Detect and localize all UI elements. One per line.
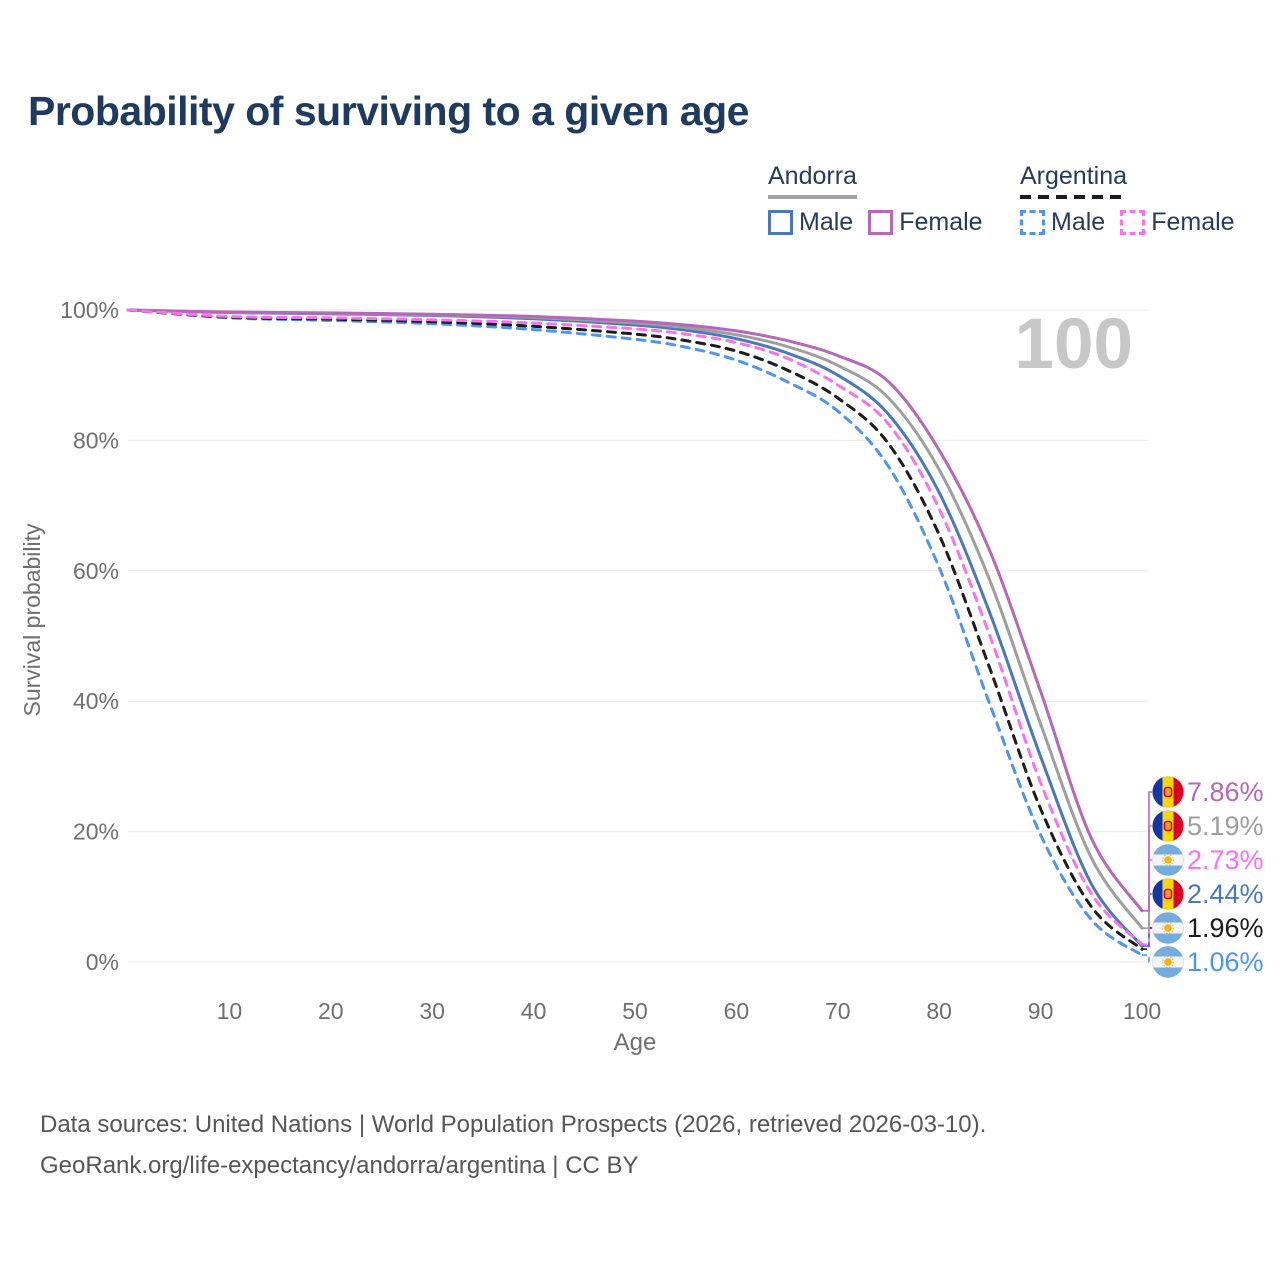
legend-group-argentina: Argentina Male Female [1020, 162, 1235, 237]
end-label-connector-andorra-male [1142, 893, 1152, 947]
data-sources-line: Data sources: United Nations | World Pop… [40, 1111, 987, 1138]
argentina-flag-icon [1152, 946, 1184, 978]
legend-country-andorra-label: Andorra [768, 162, 857, 190]
series-line-andorra-male[interactable] [126, 308, 1144, 948]
series-line-argentina-female[interactable] [126, 308, 1144, 946]
y-tick-label: 100% [60, 297, 119, 323]
y-tick-label: 20% [73, 819, 119, 845]
x-tick-label: 10 [217, 998, 243, 1024]
end-label-connector-argentina-total [1142, 927, 1152, 950]
legend-item-andorra-male[interactable]: Male [768, 208, 853, 237]
x-tick-label: 50 [622, 998, 648, 1024]
legend-country-argentina-line-sample [1020, 195, 1128, 199]
end-value-label-argentina-male: 1.06% [1187, 947, 1264, 977]
y-axis-title: Survival probability [19, 523, 45, 717]
legend-label-argentina-male: Male [1051, 208, 1106, 236]
end-value-label-andorra-total: 5.19% [1187, 811, 1264, 841]
andorra-flag-icon [1152, 776, 1184, 808]
legend-items-andorra: Male Female [768, 208, 983, 237]
x-axis-title: Age [614, 1029, 657, 1056]
legend-swatch-andorra-male [768, 210, 793, 235]
legend-item-argentina-male[interactable]: Male [1020, 208, 1105, 237]
y-tick-label: 80% [73, 427, 119, 453]
legend-swatch-argentina-male [1020, 210, 1045, 235]
legend-item-argentina-female[interactable]: Female [1120, 208, 1235, 237]
legend-swatch-andorra-female [868, 210, 894, 235]
legend-label-andorra-female: Female [899, 208, 983, 236]
page-title: Probability of surviving to a given age [28, 88, 749, 134]
x-tick-label: 20 [318, 998, 344, 1024]
x-tick-label: 40 [521, 998, 547, 1024]
series-line-argentina-male[interactable] [126, 308, 1144, 957]
age-marker-watermark: 100 [1015, 305, 1133, 384]
legend-label-andorra-male: Male [799, 208, 854, 236]
end-value-label-argentina-female: 2.73% [1187, 845, 1264, 875]
x-tick-label: 90 [1028, 998, 1054, 1024]
end-label-connector-argentina-male [1142, 954, 1152, 963]
legend-country-andorra: Andorra [768, 162, 857, 199]
legend-group-andorra: Andorra Male Female [768, 162, 983, 237]
argentina-flag-icon [1152, 912, 1184, 944]
chart-footer: Data sources: United Nations | World Pop… [40, 1104, 986, 1186]
end-value-label-andorra-male: 2.44% [1187, 879, 1264, 909]
andorra-flag-icon [1152, 810, 1184, 842]
legend-item-andorra-female[interactable]: Female [868, 208, 983, 237]
y-tick-label: 0% [86, 949, 119, 975]
legend-country-andorra-line-sample [768, 195, 857, 199]
series-line-andorra-female[interactable] [126, 308, 1144, 913]
series-line-andorra-total[interactable] [126, 308, 1144, 930]
argentina-flag-icon [1152, 844, 1184, 876]
legend-label-argentina-female: Female [1151, 208, 1235, 236]
legend-country-argentina: Argentina [1020, 162, 1128, 199]
legend-country-argentina-label: Argentina [1020, 162, 1128, 190]
andorra-flag-icon [1152, 878, 1184, 910]
end-value-label-andorra-female: 7.86% [1187, 777, 1264, 807]
x-tick-label: 70 [825, 998, 851, 1024]
legend-items-argentina: Male Female [1020, 208, 1235, 237]
x-tick-label: 100 [1123, 998, 1161, 1024]
attribution-line: GeoRank.org/life-expectancy/andorra/arge… [40, 1152, 639, 1179]
end-label-connector-andorra-female [1142, 791, 1152, 912]
x-tick-label: 30 [419, 998, 445, 1024]
y-tick-label: 40% [73, 688, 119, 714]
end-label-connector-andorra-total [1142, 825, 1152, 929]
x-tick-label: 60 [724, 998, 750, 1024]
x-tick-label: 80 [926, 998, 952, 1024]
y-tick-label: 60% [73, 558, 119, 584]
series-line-argentina-total[interactable] [126, 308, 1144, 951]
legend-swatch-argentina-female [1120, 210, 1146, 235]
end-value-label-argentina-total: 1.96% [1187, 913, 1264, 943]
end-label-connector-argentina-female [1142, 859, 1152, 945]
